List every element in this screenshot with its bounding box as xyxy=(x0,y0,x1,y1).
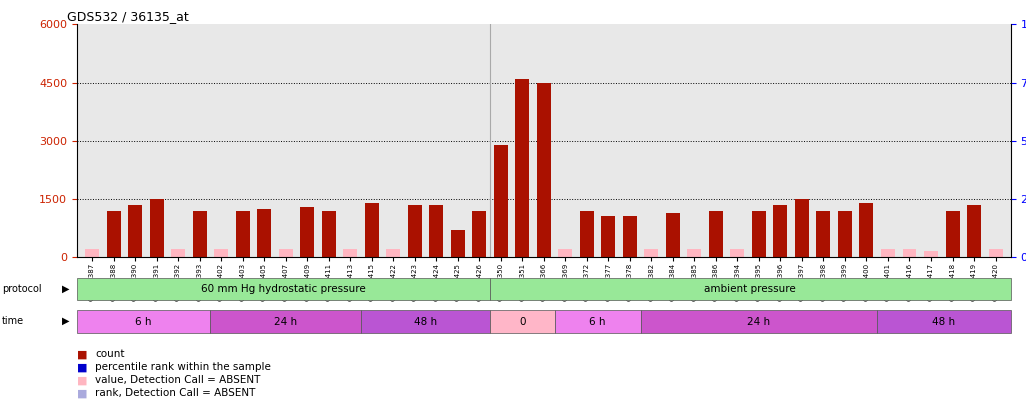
Bar xyxy=(558,249,573,257)
Bar xyxy=(838,211,852,257)
Bar xyxy=(322,211,336,257)
Text: ▶: ▶ xyxy=(62,316,69,326)
Bar xyxy=(795,199,808,257)
Text: 24 h: 24 h xyxy=(274,317,298,326)
Text: 6 h: 6 h xyxy=(589,317,605,326)
Text: percentile rank within the sample: percentile rank within the sample xyxy=(95,362,271,372)
Bar xyxy=(407,205,422,257)
Bar xyxy=(860,203,873,257)
Bar xyxy=(77,278,490,301)
Bar xyxy=(214,249,228,257)
Text: 0: 0 xyxy=(519,317,525,326)
Bar xyxy=(472,211,486,257)
Bar xyxy=(210,310,361,333)
Text: ■: ■ xyxy=(77,362,87,372)
Text: ■: ■ xyxy=(77,388,87,398)
Bar xyxy=(666,213,680,257)
Text: 60 mm Hg hydrostatic pressure: 60 mm Hg hydrostatic pressure xyxy=(201,284,366,294)
Bar xyxy=(429,205,443,257)
Bar xyxy=(817,211,830,257)
Bar xyxy=(77,310,210,333)
Bar xyxy=(150,199,163,257)
Bar xyxy=(623,216,637,257)
Text: ▶: ▶ xyxy=(62,284,69,294)
Bar xyxy=(279,249,292,257)
Bar xyxy=(877,310,1011,333)
Text: 24 h: 24 h xyxy=(747,317,771,326)
Bar xyxy=(537,83,551,257)
Bar xyxy=(236,211,249,257)
Bar xyxy=(924,252,938,257)
Bar xyxy=(364,203,379,257)
Bar xyxy=(258,209,271,257)
Bar xyxy=(946,211,959,257)
Text: value, Detection Call = ABSENT: value, Detection Call = ABSENT xyxy=(95,375,261,385)
Bar xyxy=(731,249,745,257)
Bar xyxy=(301,207,314,257)
Bar xyxy=(881,249,895,257)
Text: time: time xyxy=(2,316,25,326)
Bar xyxy=(687,249,702,257)
Bar xyxy=(640,310,877,333)
Bar xyxy=(903,249,916,257)
Bar xyxy=(752,211,765,257)
Bar xyxy=(450,230,465,257)
Bar xyxy=(774,205,787,257)
Bar xyxy=(361,310,490,333)
Bar xyxy=(490,310,554,333)
Bar xyxy=(989,249,1002,257)
Text: 48 h: 48 h xyxy=(933,317,955,326)
Bar xyxy=(128,205,142,257)
Bar xyxy=(709,211,723,257)
Text: protocol: protocol xyxy=(2,284,42,294)
Bar xyxy=(107,211,120,257)
Bar xyxy=(85,249,98,257)
Text: ambient pressure: ambient pressure xyxy=(705,284,796,294)
Text: count: count xyxy=(95,350,125,359)
Text: 6 h: 6 h xyxy=(135,317,152,326)
Text: ■: ■ xyxy=(77,350,87,359)
Bar xyxy=(171,249,185,257)
Text: rank, Detection Call = ABSENT: rank, Detection Call = ABSENT xyxy=(95,388,255,398)
Bar xyxy=(515,79,529,257)
Bar xyxy=(580,211,594,257)
Bar xyxy=(193,211,206,257)
Bar xyxy=(644,249,659,257)
Bar xyxy=(386,249,400,257)
Bar xyxy=(494,145,508,257)
Text: ■: ■ xyxy=(77,375,87,385)
Bar xyxy=(601,216,616,257)
Bar xyxy=(490,278,1011,301)
Text: GDS532 / 36135_at: GDS532 / 36135_at xyxy=(67,10,189,23)
Bar xyxy=(554,310,640,333)
Text: 48 h: 48 h xyxy=(413,317,437,326)
Bar xyxy=(343,249,357,257)
Bar xyxy=(968,205,981,257)
